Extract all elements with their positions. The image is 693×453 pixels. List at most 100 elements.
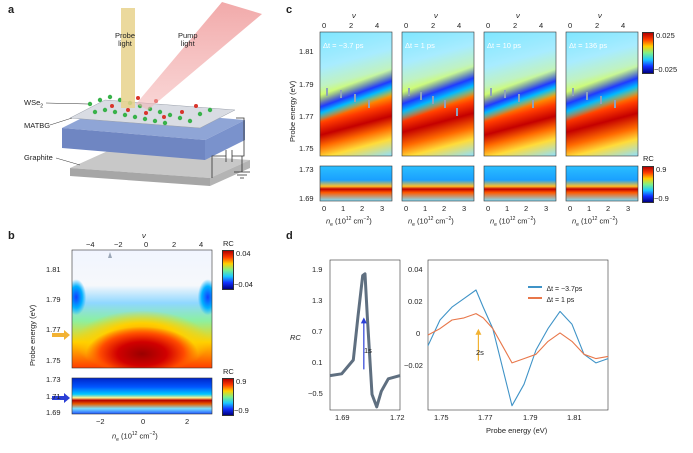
c-xtick: 3 [462, 204, 467, 213]
d-right-ytick: 0 [416, 329, 421, 338]
c-xtick: 2 [524, 204, 529, 213]
b-nu-tick: 4 [199, 240, 204, 249]
d-right-ytick: 0.02 [408, 297, 423, 306]
c-ytick: 1.77 [299, 112, 314, 121]
d-legend-swatch [528, 286, 542, 288]
c-heatmap-top [484, 32, 556, 156]
b-ytick: 1.71 [46, 392, 61, 401]
b-ytick: 1.77 [46, 325, 61, 334]
c-nu-label: ν [434, 11, 438, 20]
b-cbar-bottom-max: 0.9 [236, 377, 247, 386]
b-nu-tick: 0 [144, 240, 149, 249]
d-left-xtick: 1.69 [335, 413, 350, 422]
matbg-label: MATBG [24, 121, 51, 130]
c-xtick: 1 [505, 204, 510, 213]
c-ytick: 1.81 [299, 47, 314, 56]
panel-c-label: c [286, 4, 293, 16]
c-nu-label: ν [598, 11, 602, 20]
series-line [427, 313, 609, 364]
c-heatmap-top [402, 32, 474, 156]
d-right-xlabel: Probe energy (eV) [486, 426, 548, 435]
c-cbar-bottom [642, 166, 654, 203]
d-left-plot [329, 259, 401, 411]
c-heatmap-bottom [402, 166, 474, 201]
c-xtick: 2 [360, 204, 365, 213]
c-heatmap-top [566, 32, 638, 156]
c-nu-tick: 2 [595, 21, 600, 30]
device-schematic [45, 2, 262, 186]
d-right-plot [427, 259, 609, 411]
b-nu-tick: 2 [172, 240, 177, 249]
c-cbar-bottom-min: −0.9 [654, 194, 669, 203]
b-xtick: 0 [141, 417, 146, 426]
c-nu-label: ν [516, 11, 520, 20]
c-nu-tick: 0 [486, 21, 491, 30]
b-cbar-top-title: RC [223, 239, 234, 248]
d-legend-swatch [528, 297, 542, 299]
c-nu-tick: 4 [621, 21, 626, 30]
b-ytick: 1.69 [46, 408, 61, 417]
c-delay-label: Δt = 136 ps [569, 41, 608, 50]
c-nu-tick: 4 [375, 21, 380, 30]
plot-frame [329, 259, 401, 411]
c-xtick: 2 [606, 204, 611, 213]
c-ytick: 1.73 [299, 165, 314, 174]
c-xtick: 1 [587, 204, 592, 213]
b-cbar-top-max: 0.04 [236, 249, 251, 258]
c-xtick: 3 [626, 204, 631, 213]
b-ytick: 1.79 [46, 295, 61, 304]
b-nu-tick: −4 [86, 240, 95, 249]
c-ytick: 1.69 [299, 194, 314, 203]
b-nu-tick: −2 [114, 240, 123, 249]
c-xtick: 2 [442, 204, 447, 213]
c-xtick: 1 [423, 204, 428, 213]
c-xlabel: ne (1012 cm−2) [326, 216, 372, 228]
arrow-1s-head [360, 317, 367, 324]
c-cbar-bottom-title: RC [643, 154, 654, 163]
c-nu-tick: 4 [457, 21, 462, 30]
d-left-ytick: 0.1 [312, 358, 323, 367]
c-xlabel: ne (1012 cm−2) [408, 216, 454, 228]
d-left-ylabel: RC [290, 333, 301, 342]
d-right-xtick: 1.79 [523, 413, 538, 422]
series-line [329, 272, 401, 409]
c-cbar-bottom-max: 0.9 [656, 165, 667, 174]
c-nu-tick: 0 [568, 21, 573, 30]
d-legend-item: Δt = −3.7ps [528, 278, 582, 293]
probe-light-label: Probe light [115, 31, 136, 48]
gate-wire [232, 117, 245, 157]
c-delay-label: Δt = 1 ps [405, 41, 435, 50]
pump-beam [136, 2, 262, 110]
c-ytick: 1.75 [299, 144, 314, 153]
c-heatmap-bottom [484, 166, 556, 201]
c-xtick: 3 [544, 204, 549, 213]
b-ytick: 1.75 [46, 356, 61, 365]
d-legend-item: Δt = 1 ps [528, 289, 582, 304]
c-xtick: 0 [322, 204, 327, 213]
d-annot-1s: 1s [364, 346, 372, 355]
c-nu-tick: 0 [404, 21, 409, 30]
b-xlabel: ne (1012 cm−2) [112, 431, 158, 443]
c-delay-label: Δt = 10 ps [487, 41, 521, 50]
b-cbar-bottom-min: −0.9 [234, 406, 249, 415]
arrow-2s-head [475, 328, 482, 335]
b-heatmap-bottom [72, 378, 212, 414]
d-left-ytick: 1.9 [312, 265, 323, 274]
c-nu-tick: 0 [322, 21, 327, 30]
c-delay-label: Δt = −3.7 ps [323, 41, 364, 50]
c-xtick: 0 [486, 204, 491, 213]
c-ylabel: Probe energy (eV) [288, 80, 297, 142]
panel-b-label: b [8, 230, 15, 242]
b-xtick: 2 [185, 417, 190, 426]
b-xtick: −2 [96, 417, 105, 426]
panel-a-label: a [8, 4, 15, 16]
panel-d-label: d [286, 230, 293, 242]
c-xlabel: ne (1012 cm−2) [490, 216, 536, 228]
graphite-label: Graphite [24, 153, 53, 162]
c-xlabel: ne (1012 cm−2) [572, 216, 618, 228]
c-nu-tick: 4 [539, 21, 544, 30]
c-nu-tick: 2 [349, 21, 354, 30]
d-legend-text: Δt = −3.7ps [546, 286, 583, 293]
d-right-xtick: 1.81 [567, 413, 582, 422]
b-cbar-top-min: −0.04 [234, 280, 253, 289]
